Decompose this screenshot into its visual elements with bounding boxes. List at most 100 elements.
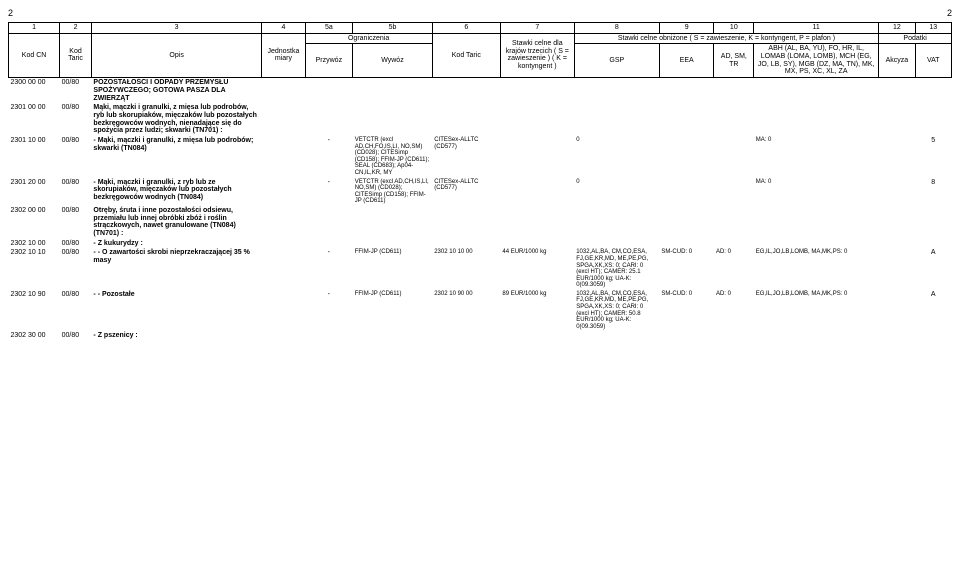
export: FFIM-JP (CD611) — [353, 290, 433, 332]
hdr-wywoz: Wywóz — [353, 44, 433, 78]
eea — [659, 178, 714, 206]
export — [353, 78, 433, 104]
hdr-opis: Opis — [91, 33, 261, 77]
duty-rate: 44 EUR/1000 kg — [500, 248, 574, 290]
duty-rate: 89 EUR/1000 kg — [500, 290, 574, 332]
gsp: 1032,AL,BA, CM,CO,ESA, FJ,GE,KR,MD, ME,P… — [574, 290, 659, 332]
eea — [659, 239, 714, 249]
excise — [879, 331, 915, 341]
hdr-stawki-dla: Stawki celne dla krajów trzecich ( S = z… — [500, 33, 574, 77]
description: - Mąki, mączki i granulki, z mięsa lub p… — [91, 136, 261, 178]
hdr-eea: EEA — [659, 44, 714, 78]
cn-code: 2301 00 00 — [9, 103, 60, 136]
eea: SM-CUD: 0 — [659, 248, 714, 290]
ad — [714, 239, 754, 249]
hdr-podatki: Podatki — [879, 33, 952, 44]
abh — [754, 239, 879, 249]
export — [353, 103, 433, 136]
col-10: 10 — [714, 23, 754, 34]
excise — [879, 248, 915, 290]
kod-taric-2 — [432, 239, 500, 249]
col-5a: 5a — [305, 23, 353, 34]
unit — [262, 103, 305, 136]
hdr-kod-cn: Kod CN — [9, 33, 60, 77]
cn-code: 2302 10 90 — [9, 290, 60, 332]
ad — [714, 78, 754, 104]
abh — [754, 206, 879, 239]
tariff-table: 1 2 3 4 5a 5b 6 7 8 9 10 11 12 13 Kod CN… — [8, 22, 952, 341]
taric-code: 00/80 — [60, 178, 92, 206]
kod-taric-2 — [432, 78, 500, 104]
excise — [879, 239, 915, 249]
ad — [714, 206, 754, 239]
gsp: 0 — [574, 178, 659, 206]
eea — [659, 206, 714, 239]
unit — [262, 290, 305, 332]
excise — [879, 178, 915, 206]
excise — [879, 78, 915, 104]
import: - — [305, 248, 353, 290]
table-row: 2301 20 0000/80- Mąki, mączki i granulki… — [9, 178, 952, 206]
duty-rate — [500, 178, 574, 206]
description: - - O zawartości skrobi nieprzekraczając… — [91, 248, 261, 290]
col-11: 11 — [754, 23, 879, 34]
export: FFIM-JP (CD611) — [353, 248, 433, 290]
import — [305, 239, 353, 249]
page-left: 2 — [8, 8, 13, 18]
vat: A — [915, 290, 951, 332]
taric-code: 00/80 — [60, 103, 92, 136]
description: Otręby, śruta i inne pozostałości odsiew… — [91, 206, 261, 239]
gsp — [574, 78, 659, 104]
page-numbers: 2 2 — [8, 8, 952, 18]
col-5b: 5b — [353, 23, 433, 34]
cn-code: 2301 20 00 — [9, 178, 60, 206]
gsp: 0 — [574, 136, 659, 178]
abh — [754, 78, 879, 104]
duty-rate — [500, 136, 574, 178]
taric-code: 00/80 — [60, 136, 92, 178]
unit — [262, 78, 305, 104]
gsp — [574, 103, 659, 136]
export — [353, 239, 433, 249]
import — [305, 206, 353, 239]
unit — [262, 239, 305, 249]
taric-code: 00/80 — [60, 290, 92, 332]
import: - — [305, 290, 353, 332]
unit — [262, 178, 305, 206]
ad: AD: 0 — [714, 248, 754, 290]
eea — [659, 136, 714, 178]
import — [305, 103, 353, 136]
taric-code: 00/80 — [60, 331, 92, 341]
hdr-akcyza: Akcyza — [879, 44, 915, 78]
export: VETCTR (excl AD,CH,IS,LI, NO,SM) (CD028)… — [353, 178, 433, 206]
abh: EG,IL,JO,LB,LOMB, MA,MK,PS: 0 — [754, 290, 879, 332]
hdr-stawki-info: Stawki celne obniżone ( S = zawieszenie,… — [574, 33, 878, 44]
excise — [879, 136, 915, 178]
hdr-gsp: GSP — [574, 44, 659, 78]
duty-rate — [500, 78, 574, 104]
cn-code: 2300 00 00 — [9, 78, 60, 104]
vat — [915, 78, 951, 104]
col-13: 13 — [915, 23, 951, 34]
export — [353, 331, 433, 341]
col-12: 12 — [879, 23, 915, 34]
description: POZOSTAŁOŚCI I ODPADY PRZEMYSŁU SPOŻYWCZ… — [91, 78, 261, 104]
col-1: 1 — [9, 23, 60, 34]
col-7: 7 — [500, 23, 574, 34]
vat — [915, 331, 951, 341]
cn-code: 2302 00 00 — [9, 206, 60, 239]
eea: SM-CUD: 0 — [659, 290, 714, 332]
taric-code: 00/80 — [60, 206, 92, 239]
excise — [879, 290, 915, 332]
table-row: 2300 00 0000/80POZOSTAŁOŚCI I ODPADY PRZ… — [9, 78, 952, 104]
col-9: 9 — [659, 23, 714, 34]
vat — [915, 239, 951, 249]
col-8: 8 — [574, 23, 659, 34]
cn-code: 2302 10 10 — [9, 248, 60, 290]
table-row: 2302 00 0000/80Otręby, śruta i inne pozo… — [9, 206, 952, 239]
eea — [659, 78, 714, 104]
hdr-przywoz: Przywóz — [305, 44, 353, 78]
unit — [262, 248, 305, 290]
vat — [915, 206, 951, 239]
table-row: 2302 30 0000/80- Z pszenicy : — [9, 331, 952, 341]
